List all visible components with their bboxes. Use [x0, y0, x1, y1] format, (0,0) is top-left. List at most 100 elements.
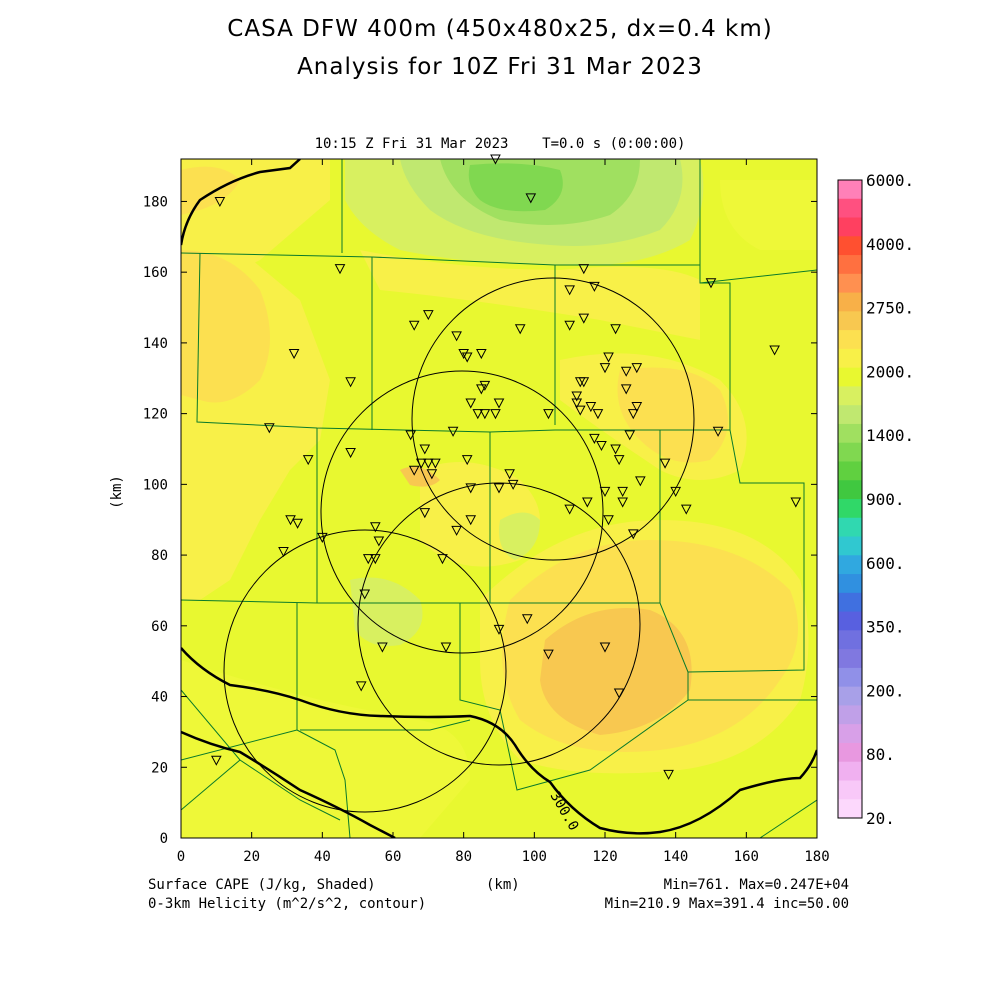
colorbar-swatch — [838, 311, 862, 331]
y-tick-label: 140 — [143, 336, 168, 352]
station-marker — [405, 430, 416, 441]
x-tick-label: 60 — [385, 849, 402, 865]
colorbar-swatch — [838, 536, 862, 556]
station-marker — [596, 440, 607, 452]
station-marker — [419, 444, 431, 455]
station-marker — [440, 642, 452, 653]
station-marker — [461, 455, 473, 466]
station-marker — [589, 281, 600, 292]
x-tick-label: 160 — [734, 849, 759, 865]
station-marker — [465, 398, 477, 409]
colorbar-swatch — [838, 423, 862, 444]
x-tick-label: 0 — [177, 849, 185, 865]
station-marker — [472, 409, 484, 420]
station-marker — [627, 529, 639, 540]
station-marker — [769, 345, 780, 356]
station-marker — [285, 515, 296, 526]
station-marker — [617, 486, 628, 497]
station-marker — [589, 433, 600, 444]
station-marker — [479, 380, 491, 391]
station-marker — [613, 455, 625, 466]
station-marker — [592, 409, 604, 420]
colorbar-swatch — [838, 705, 862, 725]
y-tick-label: 60 — [151, 619, 168, 635]
station-marker — [423, 310, 434, 321]
station-marker — [334, 264, 346, 275]
station-marker — [525, 193, 537, 204]
station-marker — [582, 497, 593, 508]
y-tick-label: 20 — [151, 760, 168, 776]
colorbar-label: 900. — [866, 490, 905, 509]
station-marker — [610, 324, 621, 335]
station-marker — [447, 426, 459, 437]
station-marker — [564, 285, 575, 296]
y-tick-label: 160 — [143, 265, 168, 281]
station-marker — [631, 402, 643, 413]
axis-ticks: 0 20 40 60 80 100 120 140 160 180 0 20 40 60 80 100 120 1… — [143, 159, 830, 865]
station-marker — [359, 589, 371, 600]
x-tick-label: 80 — [455, 849, 472, 865]
station-markers — [211, 154, 802, 780]
station-marker — [514, 324, 526, 335]
station-marker — [521, 614, 533, 625]
station-marker — [493, 398, 505, 409]
station-marker — [465, 515, 477, 526]
station-marker — [288, 349, 300, 360]
station-marker — [603, 352, 614, 363]
x-tick-label: 20 — [243, 849, 260, 865]
colorbar-swatch — [838, 236, 862, 256]
colorbar-label: 80. — [866, 745, 895, 764]
colorbar-swatch — [838, 649, 862, 669]
map-title: CASA DFW 400m (450x480x25, dx=0.4 km) — [227, 16, 773, 42]
colorbar-swatch — [838, 348, 862, 369]
station-marker — [370, 522, 381, 533]
y-axis-label: (km) — [108, 475, 125, 509]
station-marker — [465, 483, 477, 494]
station-marker — [451, 331, 462, 342]
y-tick-label: 0 — [160, 831, 168, 847]
station-marker — [476, 349, 487, 360]
x-tick-label: 180 — [804, 849, 829, 865]
colorbar-swatch — [838, 198, 862, 219]
station-marker — [585, 402, 597, 413]
station-marker — [631, 363, 643, 374]
station-marker — [317, 532, 328, 543]
station-marker — [415, 458, 427, 469]
station-marker — [461, 352, 473, 363]
station-marker — [408, 465, 420, 476]
colorbar-label: 6000. — [866, 171, 914, 190]
station-marker — [490, 409, 501, 420]
y-tick-label: 40 — [151, 690, 168, 706]
station-marker — [712, 426, 724, 437]
colorbar-swatch — [838, 742, 862, 763]
station-marker — [578, 264, 590, 275]
station-marker — [574, 405, 586, 416]
colorbar-label: 350. — [866, 618, 905, 637]
colorbar-swatch — [838, 630, 862, 650]
station-marker — [370, 554, 381, 565]
station-marker — [571, 391, 583, 402]
colorbar-swatch — [838, 724, 862, 744]
colorbar-swatch — [838, 667, 862, 688]
station-marker — [610, 444, 621, 455]
cape-field — [181, 159, 817, 838]
station-marker — [451, 525, 462, 536]
station-marker — [603, 515, 614, 526]
station-marker — [476, 384, 487, 395]
station-marker — [507, 479, 519, 490]
station-marker — [437, 554, 448, 565]
colorbar-swatch — [838, 367, 862, 387]
station-marker — [292, 518, 303, 529]
map-subtitle: Analysis for 10Z Fri 31 Mar 2023 — [297, 54, 703, 80]
plot-frame — [180, 158, 818, 839]
shaded-field-range: Min=761. Max=0.247E+04 — [663, 877, 849, 893]
station-marker — [599, 363, 611, 374]
station-marker — [458, 349, 469, 360]
station-marker — [377, 642, 388, 653]
colorbar-swatch — [838, 386, 862, 406]
y-tick-label: 100 — [143, 477, 168, 493]
colorbar-label: 2000. — [866, 362, 914, 381]
contour-field-range: Min=210.9 Max=391.4 inc=50.00 — [604, 896, 849, 912]
station-marker — [578, 313, 590, 324]
